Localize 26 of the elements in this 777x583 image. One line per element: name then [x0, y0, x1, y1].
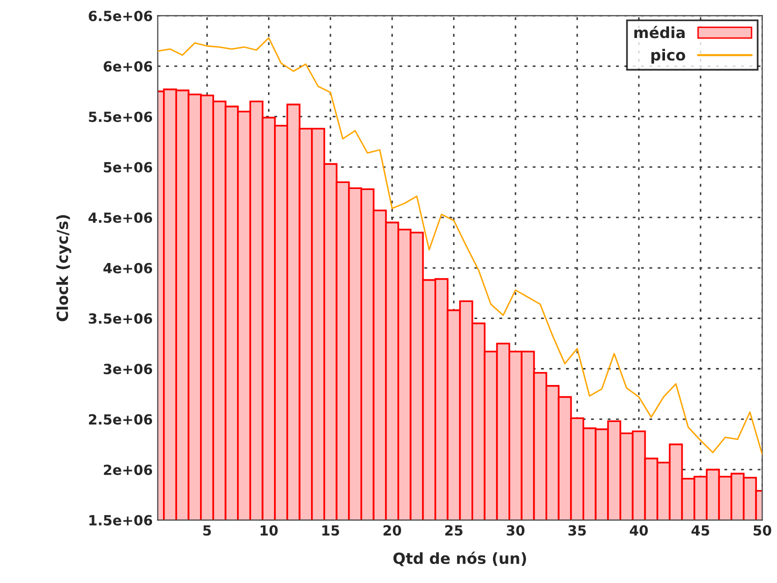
y-tick-label: 5.5e+06	[88, 112, 152, 122]
x-tick-label: 20	[384, 525, 402, 536]
line-series	[158, 37, 762, 456]
x-tick-label: 35	[568, 525, 586, 536]
y-tick-label: 2.5e+06	[88, 414, 152, 425]
legend-label: pico	[651, 48, 686, 64]
y-tick-label: 4e+06	[103, 262, 152, 274]
x-tick-label: 10	[260, 525, 278, 536]
y-tick-label: 5e+06	[104, 162, 152, 173]
x-tick-label: 45	[692, 525, 710, 536]
y-tick-label: 6e+06	[104, 61, 152, 72]
y-tick-label: 1.5e+06	[89, 515, 152, 526]
x-axis-title: Qtd de nós (un)	[393, 552, 526, 566]
y-tick-label: 3e+06	[104, 364, 152, 374]
x-tick-label: 30	[506, 525, 524, 536]
x-tick-label: 15	[322, 525, 340, 536]
x-tick-label: 40	[630, 525, 648, 536]
y-tick-label: 3.5e+06	[88, 313, 152, 324]
y-tick-label: 4.5e+06	[88, 212, 152, 223]
y-tick-label: 6.5e+06	[88, 10, 152, 22]
x-tick-label: 50	[754, 525, 772, 536]
y-tick-label: 2e+06	[104, 464, 152, 476]
x-tick-label: 25	[445, 525, 463, 536]
x-tick-label: 5	[203, 525, 211, 536]
legend-label: média	[634, 26, 685, 38]
y-axis-title: Clock (cyc/s)	[56, 215, 72, 322]
